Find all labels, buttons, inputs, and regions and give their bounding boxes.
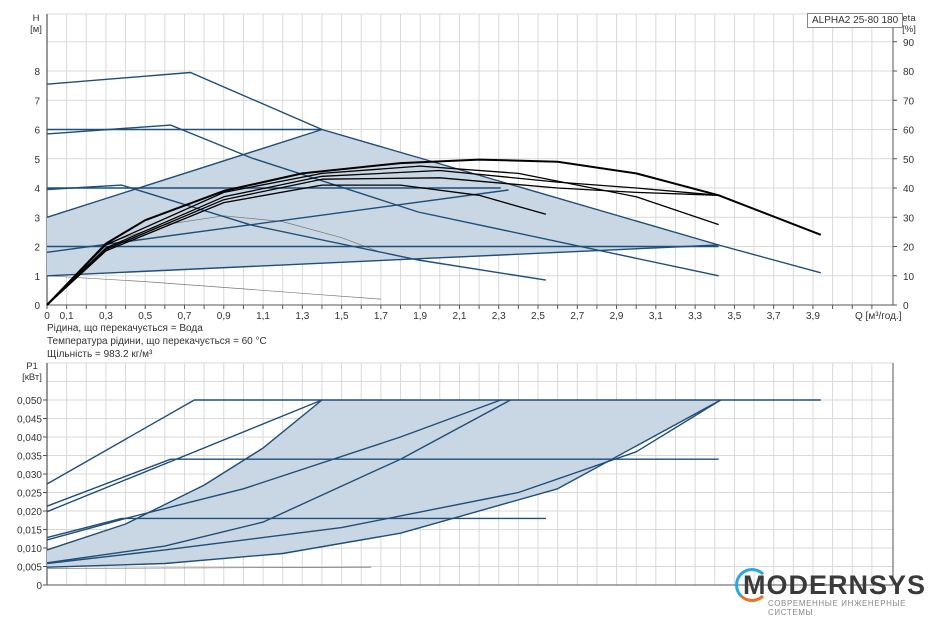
y-tick-label-left: 8 bbox=[34, 67, 40, 78]
y-tick-label-power: 0,030 bbox=[17, 470, 42, 481]
y-tick-label-right: 50 bbox=[903, 155, 915, 166]
power-curve bbox=[46, 399, 501, 541]
x-tick-label: 3,7 bbox=[767, 311, 781, 322]
y-tick-label-power: 0,045 bbox=[17, 415, 42, 426]
power-curve bbox=[46, 399, 722, 568]
y-tick-label-left: 6 bbox=[34, 126, 40, 137]
y-tick-label-left: 1 bbox=[34, 272, 40, 283]
x-tick-label: 0 bbox=[44, 311, 50, 322]
y-tick-label-right: 40 bbox=[903, 184, 915, 195]
power-curve bbox=[46, 399, 323, 513]
efficiency-curve bbox=[46, 165, 719, 306]
power-operating-area bbox=[47, 400, 721, 568]
y-tick-label-left: 4 bbox=[34, 184, 40, 195]
y-tick-label-right: 10 bbox=[903, 272, 915, 283]
x-axis-label: Q [м³/год.] bbox=[855, 311, 902, 322]
note-fluid: Рідина, що перекачується = Вода bbox=[47, 323, 203, 334]
thin-power-curve bbox=[46, 566, 372, 569]
y-tick-label-right: 30 bbox=[903, 213, 915, 224]
x-tick-label: 1,5 bbox=[335, 311, 349, 322]
legend-pump-model: ALPHA2 25-80 180 bbox=[807, 13, 904, 28]
logo-ring-icon bbox=[735, 568, 769, 602]
thin-head-curve bbox=[105, 215, 382, 253]
y-tick-label-power: 0,040 bbox=[17, 433, 42, 444]
y-tick-label-right: 80 bbox=[903, 67, 915, 78]
x-tick-label: 0,5 bbox=[138, 311, 152, 322]
y-tick-label-power: 0,010 bbox=[17, 544, 42, 555]
x-tick-label: 0,7 bbox=[178, 311, 192, 322]
x-tick-label: 1,9 bbox=[413, 311, 427, 322]
y-tick-label-left: 2 bbox=[34, 243, 40, 254]
power-curve bbox=[46, 458, 719, 507]
y-tick-label-right: 60 bbox=[903, 126, 915, 137]
efficiency-curve bbox=[46, 158, 822, 306]
head-operating-area bbox=[47, 129, 719, 276]
y-tick-label-power: 0 bbox=[36, 581, 42, 592]
x-tick-label: 2,1 bbox=[452, 311, 466, 322]
power-curve bbox=[46, 399, 511, 564]
head-curve bbox=[46, 244, 719, 277]
y-axis-unit-eta: [%] bbox=[902, 24, 916, 35]
y-tick-label-power: 0,015 bbox=[17, 526, 42, 537]
x-tick-label: 3,1 bbox=[649, 311, 663, 322]
y-tick-label-left: 3 bbox=[34, 213, 40, 224]
power-curve bbox=[46, 399, 722, 565]
x-tick-label: 1,1 bbox=[256, 311, 270, 322]
y-axis-unit-p1: [кВт] bbox=[22, 372, 42, 383]
x-tick-label: 1,3 bbox=[295, 311, 309, 322]
y-tick-label-power: 0,020 bbox=[17, 507, 42, 518]
y-tick-label-right: 20 bbox=[903, 243, 915, 254]
x-tick-label: 3,9 bbox=[806, 311, 820, 322]
y-axis-label-h: H bbox=[33, 13, 40, 24]
x-tick-label: 2,7 bbox=[570, 311, 584, 322]
head-curve bbox=[46, 128, 323, 218]
x-tick-label: 1,7 bbox=[374, 311, 388, 322]
x-tick-label: 0,9 bbox=[217, 311, 231, 322]
logo-subtitle: СОВРЕМЕННЫЕ ИНЖЕНЕРНЫЕ СИСТЕМЫ bbox=[768, 599, 907, 617]
efficiency-curve bbox=[46, 177, 719, 306]
x-tick-label: 3,3 bbox=[688, 311, 702, 322]
logo-text: MODERNSYS bbox=[743, 570, 927, 600]
y-tick-label-power: 0,035 bbox=[17, 452, 42, 463]
efficiency-curve bbox=[46, 169, 719, 306]
x-tick-label: 2,3 bbox=[492, 311, 506, 322]
note-temperature: Температура рідини, що перекачується = 6… bbox=[47, 336, 267, 347]
x-tick-label: 0,1 bbox=[60, 311, 74, 322]
y-tick-label-right: 70 bbox=[903, 96, 915, 107]
power-curve bbox=[46, 399, 323, 551]
efficiency-curve bbox=[46, 184, 547, 306]
power-curve bbox=[46, 517, 546, 539]
y-tick-label-power: 0,050 bbox=[17, 396, 42, 407]
thin-head-curve bbox=[46, 275, 381, 300]
y-axis-label-eta: eta bbox=[902, 13, 916, 24]
y-tick-label-left: 0 bbox=[34, 301, 40, 312]
y-tick-label-left: 7 bbox=[34, 96, 40, 107]
power-curve bbox=[46, 399, 821, 485]
y-tick-label-power: 0,005 bbox=[17, 563, 42, 574]
x-tick-label: 0,3 bbox=[99, 311, 113, 322]
note-density: Щільність = 983.2 кг/м³ bbox=[47, 349, 153, 360]
head-curve bbox=[46, 124, 719, 277]
x-tick-label: 3,5 bbox=[727, 311, 741, 322]
y-tick-label-left: 5 bbox=[34, 155, 40, 166]
y-axis-label-p1: P1 bbox=[26, 361, 38, 372]
x-tick-label: 2,5 bbox=[531, 311, 545, 322]
y-tick-label-right: 0 bbox=[903, 301, 909, 312]
y-axis-unit-h: [м] bbox=[30, 24, 42, 35]
x-tick-label: 2,9 bbox=[610, 311, 624, 322]
modernsys-logo: MODERNSYS СОВРЕМЕННЫЕ ИНЖЕНЕРНЫЕ СИСТЕМЫ bbox=[735, 566, 935, 617]
y-tick-label-right: 90 bbox=[903, 38, 915, 49]
y-tick-label-power: 0,025 bbox=[17, 489, 42, 500]
